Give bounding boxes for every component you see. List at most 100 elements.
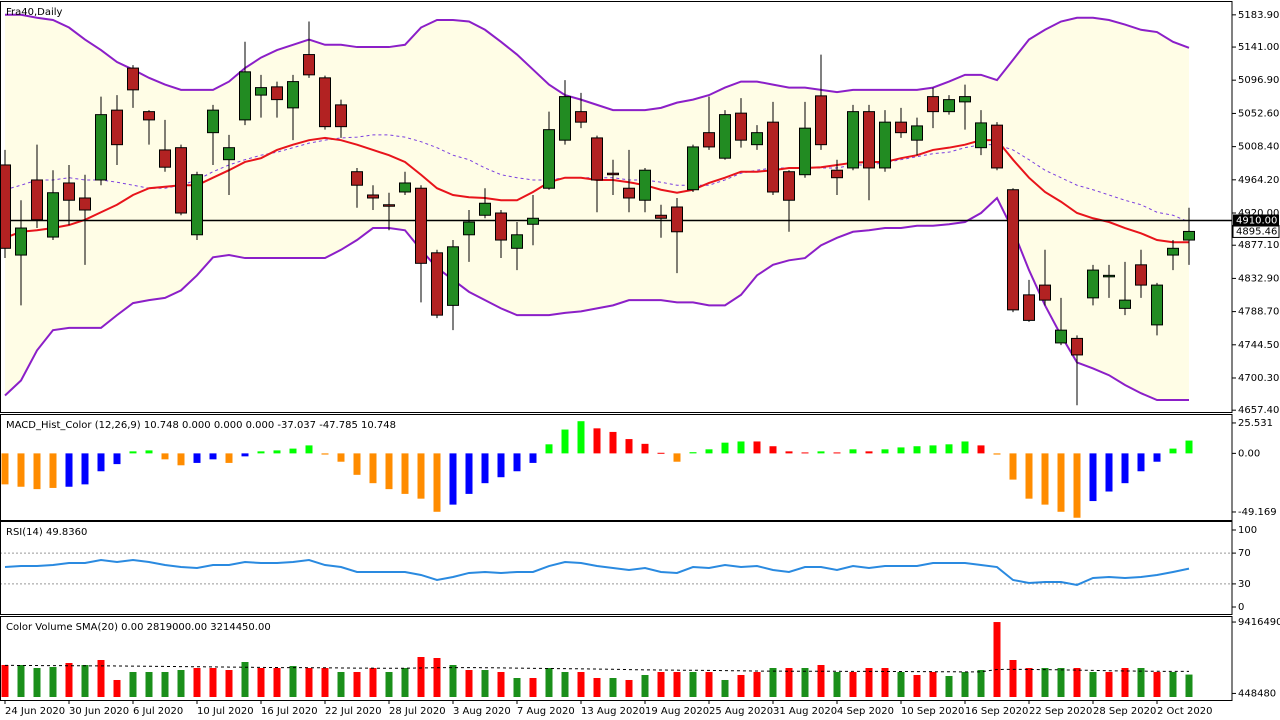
y-tick-label: 4700.30 xyxy=(1238,373,1279,384)
histogram-bar xyxy=(657,452,665,454)
candle-body xyxy=(943,99,955,113)
y-tick-label: 0 xyxy=(1238,602,1244,613)
histogram-bar xyxy=(1089,453,1097,502)
y-tick-label: 4657.40 xyxy=(1238,405,1279,416)
histogram-bar xyxy=(705,671,713,697)
candle-body xyxy=(271,86,283,101)
candle-body xyxy=(991,124,1003,169)
histogram-bar xyxy=(961,671,969,697)
histogram-bar xyxy=(945,444,953,454)
candle-body xyxy=(207,109,219,134)
candle-body xyxy=(479,202,491,216)
x-tick-label: 6 Jul 2020 xyxy=(133,706,183,717)
histogram-bar xyxy=(593,428,601,454)
histogram-bar xyxy=(145,671,153,697)
candle-body xyxy=(1087,269,1099,299)
x-tick-label: 22 Sep 2020 xyxy=(1029,706,1092,717)
y-tick-label: 4832.90 xyxy=(1238,273,1279,284)
histogram-bar xyxy=(865,668,873,697)
histogram-bar xyxy=(673,671,681,697)
histogram-bar xyxy=(369,453,377,484)
candle-body xyxy=(1119,299,1131,309)
candle-body xyxy=(831,169,843,179)
candle-body xyxy=(47,192,59,238)
histogram-bar xyxy=(417,657,425,697)
histogram-bar xyxy=(529,677,537,697)
histogram-bar xyxy=(1041,453,1049,505)
candle-body xyxy=(239,71,251,121)
histogram-bar xyxy=(433,453,441,512)
histogram-bar xyxy=(993,453,1001,455)
pane-frame xyxy=(0,414,1233,521)
candle-body xyxy=(447,246,459,306)
histogram-bar xyxy=(865,451,873,454)
histogram-bar xyxy=(929,671,937,697)
y-tick-label: 5052.60 xyxy=(1238,108,1279,119)
candle-body xyxy=(895,121,907,134)
histogram-bar xyxy=(833,452,841,454)
indicator-line xyxy=(5,13,1190,112)
x-tick-label: 13 Aug 2020 xyxy=(581,706,645,717)
histogram-bar xyxy=(433,658,441,697)
indicator-title: MACD_Hist_Color (12,26,9) 10.748 0.000 0… xyxy=(6,420,396,431)
candle-body xyxy=(511,234,523,249)
histogram-bar xyxy=(849,671,857,697)
histogram-bar xyxy=(145,450,153,454)
histogram-bar xyxy=(1185,674,1193,697)
candle-body xyxy=(175,147,187,214)
candle-body xyxy=(1007,189,1019,311)
y-tick-label: 4788.70 xyxy=(1238,307,1279,318)
candle-body xyxy=(543,129,555,189)
histogram-bar xyxy=(1169,671,1177,697)
histogram-bar xyxy=(1137,668,1145,697)
histogram-bar xyxy=(625,679,633,697)
level-price-box xyxy=(1233,214,1279,227)
candle-body xyxy=(719,114,731,159)
candle-body xyxy=(495,212,507,241)
histogram-bar xyxy=(17,665,25,697)
candle-body xyxy=(463,221,475,236)
candle-body xyxy=(383,204,395,207)
candle-body xyxy=(351,171,363,186)
histogram-bar xyxy=(305,445,313,454)
histogram-bar xyxy=(593,677,601,697)
histogram-bar xyxy=(945,676,953,697)
histogram-bar xyxy=(545,668,553,697)
candle-body xyxy=(303,54,315,76)
indicator-line xyxy=(4,559,1190,587)
histogram-bar xyxy=(161,671,169,697)
candle-body xyxy=(1183,230,1195,241)
histogram-bar xyxy=(689,452,697,454)
histogram-bar xyxy=(993,622,1001,697)
candle-body xyxy=(335,104,347,128)
histogram-bar xyxy=(561,671,569,697)
histogram-bar xyxy=(1,665,9,697)
histogram-bar xyxy=(177,669,185,697)
histogram-bar xyxy=(529,453,537,463)
histogram-bar xyxy=(65,663,73,697)
histogram-bar xyxy=(913,446,921,454)
histogram-bar xyxy=(577,671,585,697)
histogram-bar xyxy=(1009,660,1017,697)
histogram-bar xyxy=(449,665,457,697)
histogram-bar xyxy=(481,669,489,697)
candle-body xyxy=(623,187,635,199)
histogram-bar xyxy=(721,679,729,697)
histogram-bar xyxy=(209,668,217,697)
x-tick-label: 16 Sep 2020 xyxy=(965,706,1028,717)
histogram-bar xyxy=(289,448,297,454)
histogram-bar xyxy=(97,660,105,697)
histogram-bar xyxy=(961,441,969,454)
candle-body xyxy=(687,146,699,191)
histogram-bar xyxy=(817,451,825,454)
candle-body xyxy=(655,214,667,219)
histogram-bar xyxy=(545,444,553,454)
histogram-bar xyxy=(497,671,505,697)
candle-body xyxy=(1103,274,1115,278)
histogram-bar xyxy=(913,674,921,697)
x-tick-label: 19 Aug 2020 xyxy=(645,706,709,717)
candle-body xyxy=(783,171,795,201)
histogram-bar xyxy=(1185,440,1193,454)
histogram-bar xyxy=(17,453,25,487)
